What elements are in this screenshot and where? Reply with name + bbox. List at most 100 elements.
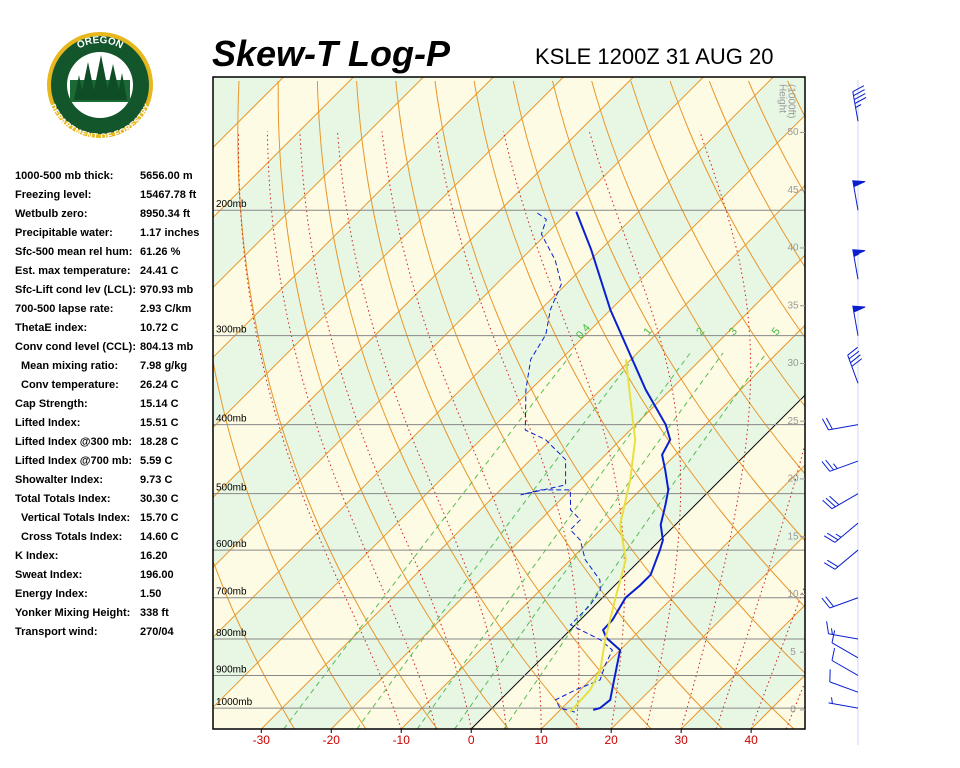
dry-adiabat <box>591 80 805 475</box>
plot-data <box>520 211 672 713</box>
index-label: ThetaE index: <box>15 322 87 334</box>
index-label: Transport wind: <box>15 626 98 638</box>
y2-tick-label: 35 <box>787 300 799 311</box>
wind-barb <box>852 305 866 336</box>
x-tick-label: -20 <box>323 733 341 747</box>
index-label: Est. max temperature: <box>15 265 131 277</box>
logo: OREGON DEPARTMENT OF FORESTRY <box>47 32 153 141</box>
dry-adiabat <box>213 559 295 729</box>
x-tick-label: -10 <box>393 733 411 747</box>
isotherm <box>821 77 960 729</box>
y-tick-label: 500mb <box>216 483 247 494</box>
isotherm-band <box>821 77 960 729</box>
index-value: 804.13 mb <box>140 341 193 353</box>
index-value: 16.20 <box>140 550 168 562</box>
index-label: Sweat Index: <box>15 569 82 581</box>
moist-adiabat <box>785 680 805 729</box>
y2-axis-label: Height <box>776 84 787 113</box>
index-label: K Index: <box>15 550 58 562</box>
isotherm <box>610 534 805 729</box>
mixing-ratio-line <box>503 352 767 729</box>
logo-text: OREGON <box>75 35 124 51</box>
dry-adiabat <box>213 358 367 729</box>
index-label: Lifted Index @300 mb: <box>15 436 132 448</box>
isotherm <box>0 77 4 729</box>
x-tick-label: 0 <box>468 733 475 747</box>
y-tick-label: 600mb <box>216 539 247 550</box>
dry-adiabat <box>787 80 805 118</box>
index-value: 15.14 C <box>140 398 179 410</box>
index-label: 700-500 lapse rate: <box>15 303 113 315</box>
isotherm <box>470 394 805 729</box>
index-value: 24.41 C <box>140 265 179 277</box>
y-tick-label: 200mb <box>216 199 247 210</box>
wind-barb <box>847 346 863 384</box>
moist-adiabat <box>715 442 805 729</box>
index-value: 26.24 C <box>140 379 179 391</box>
y2-tick-label: 40 <box>787 243 799 254</box>
plot-lines <box>0 77 960 729</box>
x-tick-label: 30 <box>674 733 688 747</box>
dry-adiabat <box>473 80 805 674</box>
isotherm <box>213 77 774 639</box>
dry-adiabat <box>512 80 805 608</box>
dry-adiabat <box>905 81 960 729</box>
chart-subtitle: KSLE 1200Z 31 AUG 20 <box>535 44 774 69</box>
y-tick-label: 800mb <box>216 628 247 639</box>
dry-adiabat <box>748 80 805 195</box>
y2-tick-label: 50 <box>787 127 799 138</box>
index-value: 1.50 <box>140 588 161 600</box>
index-value: 2.93 C/km <box>140 303 192 315</box>
index-value: 5.59 C <box>140 455 172 467</box>
y-tick-label: 400mb <box>216 414 247 425</box>
mixing-ratio-line <box>283 352 573 729</box>
index-value: 14.60 C <box>140 531 179 543</box>
moist-adiabat <box>238 131 402 729</box>
y-tick-label: 900mb <box>216 664 247 675</box>
wind-barb <box>852 85 867 122</box>
sounding-line <box>575 211 672 711</box>
isotherm <box>213 77 634 499</box>
index-label: Conv temperature: <box>21 379 119 391</box>
moist-adiabat <box>750 584 805 729</box>
dry-adiabat <box>708 80 805 268</box>
wind-barb <box>852 249 866 280</box>
isotherm <box>400 324 805 729</box>
wind-barb <box>852 180 866 211</box>
index-label: Freezing level: <box>15 189 91 201</box>
x-tick-label: -30 <box>253 733 271 747</box>
index-value: 10.72 C <box>140 322 179 334</box>
index-value: 30.30 C <box>140 493 179 505</box>
dry-adiabat <box>669 80 805 339</box>
sounding-line <box>569 359 637 713</box>
indices-table: 1000-500 mb thick: 5656.00 m Freezing leve… <box>15 170 199 638</box>
index-value: 15.70 C <box>140 512 179 524</box>
index-value: 15.51 C <box>140 417 179 429</box>
index-value: 1.17 inches <box>140 227 199 239</box>
isotherm-band <box>213 115 805 729</box>
wind-barb <box>821 459 859 472</box>
logo-tree <box>80 62 96 100</box>
mixing-ratio-line <box>356 352 638 729</box>
index-label: Wetbulb zero: <box>15 208 88 220</box>
dry-adiabat <box>395 80 723 729</box>
isotherm <box>891 77 960 729</box>
index-label: Cap Strength: <box>15 398 88 410</box>
x-tick-label: 10 <box>535 733 549 747</box>
logo-tree <box>105 64 121 100</box>
index-label: Sfc-Lift cond lev (LCL): <box>15 284 136 296</box>
index-value: 7.98 g/kg <box>140 360 187 372</box>
index-value: 970.93 mb <box>140 284 193 296</box>
y-tick-label: 700mb <box>216 587 247 598</box>
wind-barb <box>828 697 859 709</box>
wind-barb <box>826 621 859 640</box>
index-label: Showalter Index: <box>15 474 103 486</box>
index-value: 15467.78 ft <box>140 189 197 201</box>
wind-barb <box>831 647 859 676</box>
y2-tick-label: 25 <box>787 416 799 427</box>
isotherm <box>213 114 805 709</box>
y-tick-label: 1000mb <box>216 697 253 708</box>
x-tick-label: 20 <box>604 733 618 747</box>
dry-adiabat <box>827 81 960 729</box>
index-label: Mean mixing ratio: <box>21 360 118 372</box>
